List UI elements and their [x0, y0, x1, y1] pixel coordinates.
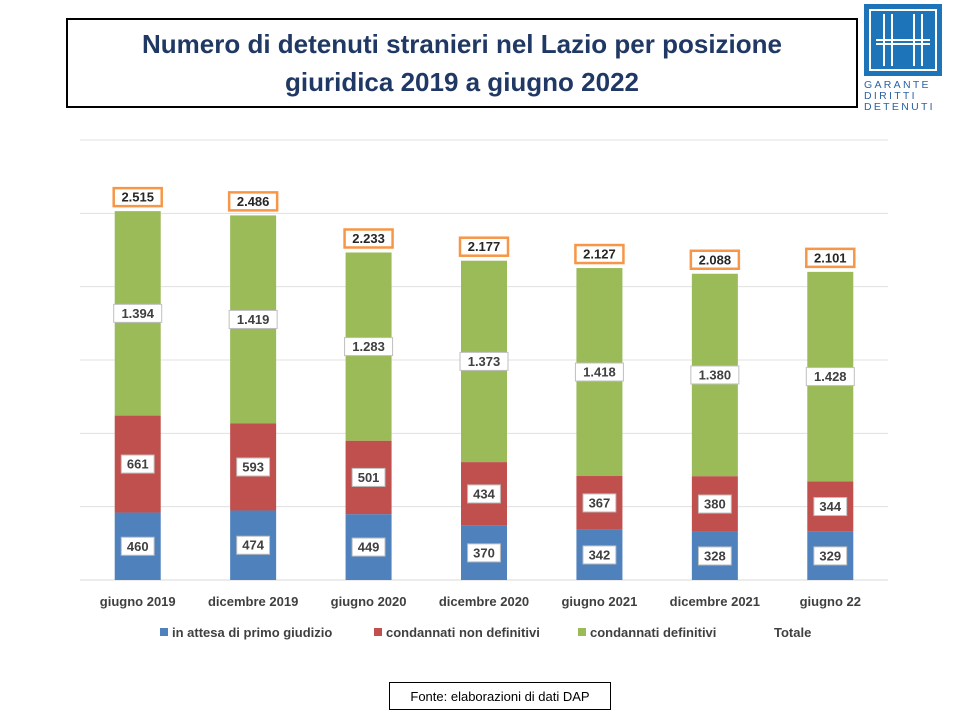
data-label-1-7: 329	[819, 548, 841, 563]
legend-label-3: condannati definitivi	[590, 625, 716, 640]
garante-logo: GARANTE DIRITTI DETENUTI	[864, 4, 944, 113]
total-label-7: 2.101	[814, 250, 847, 265]
logo-text-line-1: GARANTE	[864, 79, 931, 91]
legend-swatch-2	[374, 628, 382, 636]
data-label-1-4-box	[467, 543, 501, 563]
data-label-1-6-box	[697, 546, 732, 566]
data-label-3-4: 1.373	[468, 354, 501, 369]
legend-label-1: in attesa di primo giudizio	[172, 625, 332, 640]
data-label-3-7-box	[805, 367, 855, 387]
chart-legend: in attesa di primo giudizio condannati no…	[160, 625, 811, 640]
data-label-2-7-box	[813, 497, 848, 517]
chart-title-box: Numero di detenuti stranieri nel Lazio p…	[66, 18, 858, 108]
data-label-1-1: 460	[127, 539, 149, 554]
data-label-2-5: 367	[589, 495, 611, 510]
data-label-3-4-box	[459, 351, 509, 371]
data-label-2-5-box	[582, 493, 617, 513]
data-label-2-4-box	[467, 484, 501, 504]
total-label-6: 2.088	[699, 252, 732, 267]
total-label-2-box	[227, 191, 279, 212]
chart-bars	[114, 211, 854, 580]
data-label-1-2: 474	[242, 538, 264, 553]
data-label-2-3: 501	[358, 470, 380, 485]
data-label-2-4: 434	[473, 486, 495, 501]
chart-category-labels: giugno 2019 dicembre 2019 giugno 2020 dicem…	[100, 594, 861, 609]
chart-data-labels: 460 661 1.394 2.515 474 593 1.419 2.486 449 501 1.…	[112, 186, 856, 566]
data-label-2-6-box	[697, 494, 732, 514]
data-label-1-1-box	[120, 536, 155, 556]
total-label-6-box	[689, 249, 741, 271]
total-label-3: 2.233	[352, 231, 385, 246]
data-label-3-1-box	[113, 303, 163, 323]
category-label-2: dicembre 2019	[208, 594, 298, 609]
data-label-3-3: 1.283	[352, 339, 385, 354]
total-label-1: 2.515	[121, 190, 154, 205]
data-label-1-3: 449	[358, 540, 380, 555]
logo-text-line-2: DIRITTI	[864, 90, 917, 102]
category-label-7: giugno 22	[800, 594, 861, 609]
stacked-bar-chart: 460 661 1.394 2.515 474 593 1.419 2.486 449 501 1.…	[80, 139, 888, 640]
legend-label-2: condannati non definitivi	[386, 625, 540, 640]
data-label-1-2-box	[236, 535, 271, 555]
data-label-3-7: 1.428	[814, 369, 847, 384]
category-label-1: giugno 2019	[100, 594, 176, 609]
data-label-1-4: 370	[473, 545, 495, 560]
total-label-3-box	[343, 228, 394, 249]
total-label-5-box	[574, 243, 625, 265]
data-label-2-2: 593	[242, 459, 264, 474]
data-label-1-6: 328	[704, 548, 726, 563]
data-label-3-3-box	[344, 337, 394, 357]
data-label-1-3-box	[351, 537, 386, 557]
total-label-2: 2.486	[237, 194, 270, 209]
total-label-5: 2.127	[583, 247, 616, 262]
data-label-3-1: 1.394	[121, 306, 154, 321]
data-label-2-7: 344	[819, 499, 841, 514]
legend-swatch-3	[578, 628, 586, 636]
data-label-1-7-box	[813, 546, 848, 566]
data-label-3-6: 1.380	[699, 367, 732, 382]
data-label-3-5: 1.418	[583, 365, 616, 380]
total-label-4: 2.177	[468, 239, 501, 254]
logo-mark-icon	[864, 4, 942, 76]
data-label-3-6-box	[690, 365, 740, 385]
category-label-6: dicembre 2021	[670, 594, 760, 609]
total-label-4-box	[458, 236, 510, 257]
data-label-1-5-box	[582, 545, 617, 565]
data-label-2-3-box	[351, 467, 386, 487]
data-label-2-1: 661	[127, 457, 149, 472]
source-text: Fonte: elaborazioni di dati DAP	[410, 688, 590, 704]
logo-text-line-3: DETENUTI	[864, 101, 935, 113]
category-label-4: dicembre 2020	[439, 594, 529, 609]
category-label-5: giugno 2021	[561, 594, 637, 609]
category-label-3: giugno 2020	[331, 594, 407, 609]
data-label-3-2-box	[228, 309, 278, 329]
total-label-1-box	[112, 186, 163, 208]
source-note: Fonte: elaborazioni di dati DAP	[389, 682, 611, 710]
chart-title: Numero di detenuti stranieri nel Lazio p…	[142, 29, 782, 97]
data-label-1-5: 342	[589, 547, 611, 562]
legend-swatch-1	[160, 628, 168, 636]
data-label-3-2: 1.419	[237, 312, 270, 327]
total-label-7-box	[805, 247, 856, 269]
data-label-2-2-box	[236, 457, 271, 477]
data-label-3-5-box	[574, 362, 624, 382]
legend-label-4: Totale	[774, 625, 811, 640]
data-label-2-6: 380	[704, 497, 726, 512]
data-label-2-1-box	[120, 454, 155, 474]
